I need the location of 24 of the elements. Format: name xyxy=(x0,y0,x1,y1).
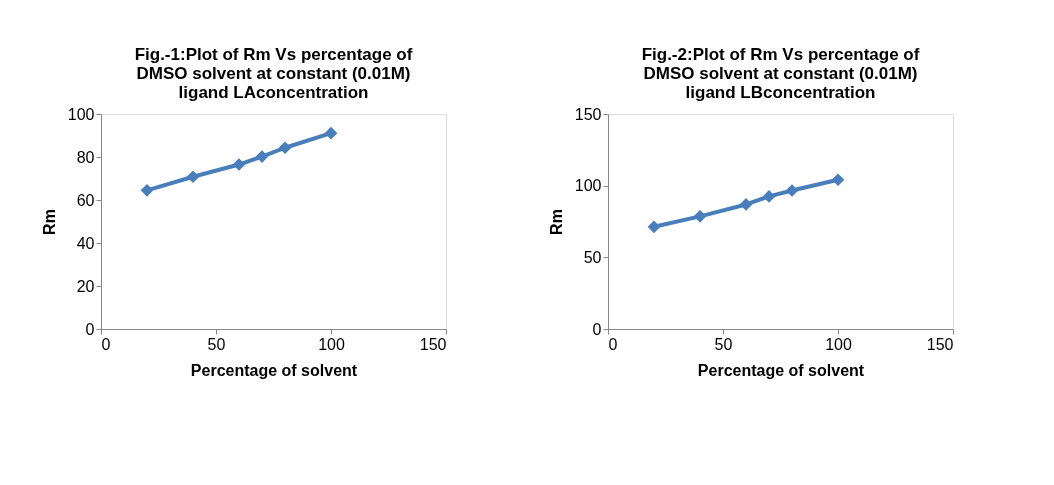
y-tick-label: 60 xyxy=(76,191,95,209)
y-axis-title: Rm xyxy=(40,209,58,235)
x-tick-label: 0 xyxy=(101,335,111,353)
y-tick-label: 0 xyxy=(85,320,95,338)
y-axis-title: Rm xyxy=(547,209,565,235)
x-axis-title: Percentage of solvent xyxy=(697,361,865,379)
y-tick-label: 80 xyxy=(76,148,95,166)
x-tick-label: 50 xyxy=(207,335,226,353)
y-tick-label: 100 xyxy=(67,105,95,123)
x-axis-title: Percentage of solvent xyxy=(190,361,358,379)
x-tick-label: 50 xyxy=(714,335,733,353)
y-tick-label: 50 xyxy=(583,248,602,266)
x-tick-label: 100 xyxy=(825,335,852,353)
chart-title: Fig.-2:Plot of Rm Vs percentage of DMSO solvent at constant (0.01M) ligand LBconcentration xyxy=(641,45,920,102)
y-tick-label: 20 xyxy=(76,277,95,295)
x-tick-label: 100 xyxy=(318,335,345,353)
x-tick-label: 150 xyxy=(419,335,447,353)
y-tick-label: 150 xyxy=(574,105,602,123)
y-tick-label: 0 xyxy=(592,320,602,338)
x-tick-label: 150 xyxy=(926,335,954,353)
x-tick-label: 0 xyxy=(608,335,618,353)
y-tick-label: 40 xyxy=(76,234,95,252)
chart-title: Fig.-1:Plot of Rm Vs percentage of DMSO solvent at constant (0.01M) ligand LAconcentration xyxy=(134,45,413,102)
y-tick-label: 100 xyxy=(574,177,602,195)
